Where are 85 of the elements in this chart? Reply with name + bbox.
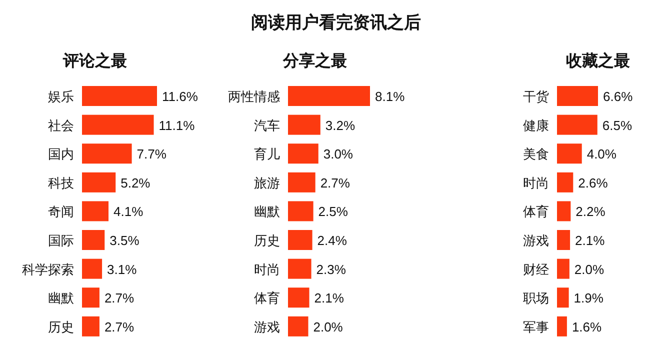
chart-title: 收藏之最 <box>566 52 630 70</box>
bar <box>557 201 571 222</box>
y-tick-label: 育儿 <box>254 146 280 162</box>
data-label: 2.7% <box>104 290 135 306</box>
data-label: 11.6% <box>162 89 198 104</box>
y-tick-label: 国际 <box>48 233 74 248</box>
bar <box>557 230 570 250</box>
y-tick-label: 社会 <box>48 118 74 133</box>
bar <box>288 230 312 250</box>
data-label: 8.1% <box>375 89 406 104</box>
bar <box>288 288 310 308</box>
y-tick-label: 国内 <box>48 146 74 162</box>
bar <box>288 316 308 336</box>
y-tick-label: 幽默 <box>48 290 74 306</box>
data-label: 6.6% <box>603 89 634 104</box>
bar <box>557 144 582 164</box>
bar <box>557 86 598 106</box>
y-tick-label: 时尚 <box>254 262 280 277</box>
bar <box>288 114 320 135</box>
bar <box>288 172 316 192</box>
y-tick-label: 时尚 <box>523 175 549 190</box>
y-tick-label: 旅游 <box>254 175 280 190</box>
data-label: 1.9% <box>574 290 604 306</box>
data-label: 2.5% <box>318 204 348 220</box>
bar <box>82 86 157 106</box>
bar <box>557 288 569 308</box>
y-tick-label: 游戏 <box>254 319 280 334</box>
data-label: 3.5% <box>110 233 140 248</box>
chart-title: 评论之最 <box>62 52 127 70</box>
bar <box>82 172 116 192</box>
bar <box>557 316 567 336</box>
data-label: 3.0% <box>323 146 354 162</box>
y-tick-label: 汽车 <box>254 118 280 133</box>
data-label: 2.1% <box>314 290 344 306</box>
y-tick-label: 两性情感 <box>228 89 280 104</box>
data-label: 3.2% <box>325 118 356 133</box>
bar <box>82 144 132 164</box>
bar <box>82 316 100 336</box>
bar <box>557 172 574 192</box>
data-label: 4.0% <box>586 146 617 162</box>
data-label: 2.7% <box>104 319 135 334</box>
y-tick-label: 幽默 <box>254 204 280 220</box>
data-label: 2.7% <box>320 175 350 190</box>
bar <box>82 114 154 135</box>
y-tick-label: 科技 <box>48 175 74 190</box>
y-tick-label: 职场 <box>523 290 549 306</box>
data-label: 2.1% <box>575 233 606 248</box>
chart-title: 分享之最 <box>282 51 347 70</box>
data-label: 1.6% <box>572 319 602 334</box>
data-label: 5.2% <box>120 175 151 190</box>
y-tick-label: 奇闻 <box>48 204 74 220</box>
y-tick-label: 健康 <box>523 118 549 133</box>
data-label: 2.0% <box>574 262 604 277</box>
data-label: 6.5% <box>602 118 632 133</box>
bar <box>288 86 370 106</box>
bar <box>288 201 314 222</box>
data-label: 2.0% <box>313 319 344 334</box>
y-tick-label: 军事 <box>523 319 549 334</box>
bar <box>288 258 312 279</box>
y-tick-label: 财经 <box>523 262 549 277</box>
data-label: 2.2% <box>576 204 606 220</box>
y-tick-label: 干货 <box>523 89 549 104</box>
data-label: 4.1% <box>114 204 144 220</box>
y-tick-label: 游戏 <box>523 233 549 248</box>
data-label: 11.1% <box>158 118 196 133</box>
bar <box>82 288 100 308</box>
y-tick-label: 历史 <box>254 233 280 248</box>
text: 阅读用户看完资讯之后 <box>251 13 421 32</box>
data-label: 3.1% <box>107 262 138 277</box>
bar <box>82 230 105 250</box>
bar <box>82 258 102 279</box>
bar <box>82 201 109 222</box>
bar <box>288 144 318 164</box>
bar <box>557 258 570 279</box>
y-tick-label: 体育 <box>523 204 549 220</box>
data-label: 2.4% <box>317 233 348 248</box>
data-label: 2.3% <box>316 262 346 277</box>
data-label: 7.7% <box>136 146 167 162</box>
y-tick-label: 美食 <box>523 146 549 162</box>
y-tick-label: 历史 <box>48 319 74 334</box>
y-tick-label: 科学探索 <box>22 262 74 277</box>
y-tick-label: 娱乐 <box>48 89 74 104</box>
bar <box>557 114 598 135</box>
y-tick-label: 体育 <box>254 290 280 306</box>
data-label: 2.6% <box>578 175 608 190</box>
